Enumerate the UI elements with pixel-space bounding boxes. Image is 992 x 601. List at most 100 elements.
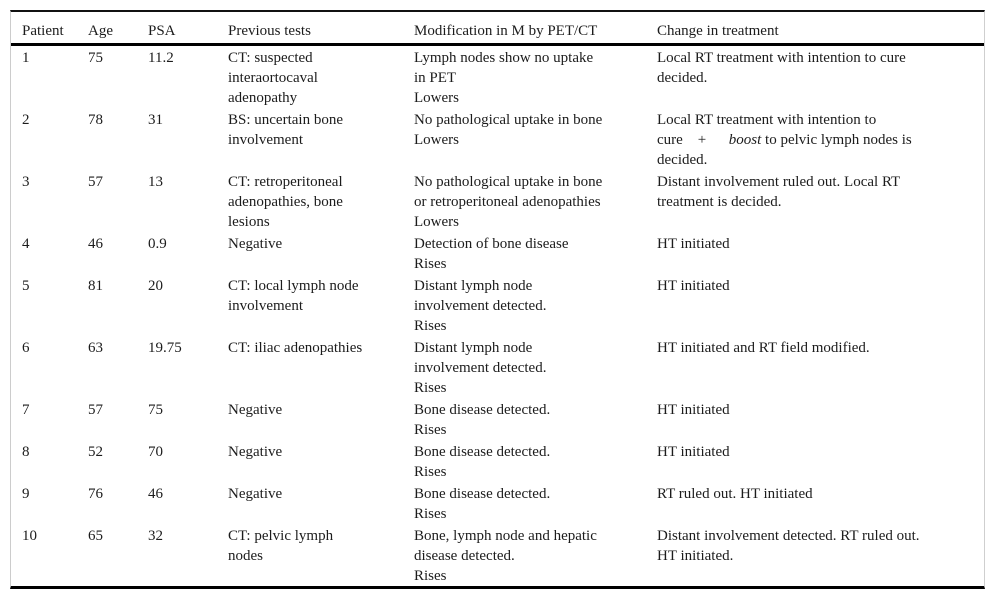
- cell-line: in PET: [414, 70, 457, 86]
- cell-psa: 70: [148, 440, 228, 482]
- cell-line: Negative: [228, 236, 283, 252]
- cell-line: Rises: [414, 568, 447, 584]
- cell-previous_tests: CT: local lymph node involvement: [228, 274, 414, 336]
- cell-line: involvement: [228, 132, 303, 148]
- cell-line: 11.2: [148, 50, 174, 66]
- cell-previous_tests: Negative: [228, 482, 414, 524]
- table-row: 2 78 31 BS: uncertain bone involvement No pat…: [11, 108, 984, 170]
- cell-age: 76: [88, 482, 148, 524]
- cell-line: Local RT treatment with intention to: [657, 112, 877, 128]
- cell-age: 57: [88, 170, 148, 232]
- cell-line: CT: suspected: [228, 50, 313, 66]
- cell-patient: 4: [11, 232, 88, 274]
- cell-line: HT initiated and RT field modified.: [657, 340, 870, 356]
- cell-age: 57: [88, 398, 148, 440]
- cell-line: CT: local lymph node: [228, 278, 359, 294]
- cell-line: involvement detected.: [414, 360, 547, 376]
- cell-line: 0.9: [148, 236, 167, 252]
- cell-treatment: HT initiated and RT field modified.: [657, 336, 984, 398]
- cell-line: Rises: [414, 318, 447, 334]
- cell-line: 20: [148, 278, 163, 294]
- cell-age: 78: [88, 108, 148, 170]
- cell-modification: No pathological uptake in bone or retrope…: [414, 170, 657, 232]
- cell-line: Rises: [414, 380, 447, 396]
- cell-line: involvement detected.: [414, 298, 547, 314]
- cell-line: decided.: [657, 70, 708, 86]
- cell-line: 81: [88, 278, 103, 294]
- cell-line: Distant lymph node: [414, 340, 533, 356]
- cell-line: Rises: [414, 422, 447, 438]
- cell-line: Rises: [414, 256, 447, 272]
- table-row: 8 52 70 Negative Bone disease detected. Rises…: [11, 440, 984, 482]
- cell-previous_tests: CT: pelvic lymph nodes: [228, 524, 414, 586]
- cell-line: 8: [22, 444, 30, 460]
- column-header-modification: Modification in M by PET/CT: [414, 12, 657, 46]
- cell-age: 65: [88, 524, 148, 586]
- table-row: 3 57 13 CT: retroperitoneal adenopathies, bo…: [11, 170, 984, 232]
- cell-line: adenopathies, bone: [228, 194, 343, 210]
- cell-modification: Detection of bone disease Rises: [414, 232, 657, 274]
- cell-patient: 1: [11, 45, 88, 109]
- cell-treatment: HT initiated: [657, 398, 984, 440]
- cell-psa: 75: [148, 398, 228, 440]
- cell-modification: No pathological uptake in bone Lowers: [414, 108, 657, 170]
- cell-line: 19.75: [148, 340, 182, 356]
- cell-previous_tests: Negative: [228, 440, 414, 482]
- cell-modification: Bone, lymph node and hepatic disease dete…: [414, 524, 657, 586]
- cell-line: HT initiated.: [657, 548, 734, 564]
- cell-line: 3: [22, 174, 30, 190]
- cell-line: Distant involvement ruled out. Local RT: [657, 174, 901, 190]
- table-row: 7 57 75 Negative Bone disease detected. Rises…: [11, 398, 984, 440]
- cell-line: CT: pelvic lymph: [228, 528, 334, 544]
- cell-line: adenopathy: [228, 90, 298, 106]
- cell-patient: 9: [11, 482, 88, 524]
- cell-line: 63: [88, 340, 103, 356]
- cell-line: Lowers: [414, 90, 459, 106]
- cell-previous_tests: BS: uncertain bone involvement: [228, 108, 414, 170]
- cell-line: Negative: [228, 444, 283, 460]
- cell-line: Rises: [414, 464, 447, 480]
- cell-treatment: Local RT treatment with intention to cur…: [657, 45, 984, 109]
- cell-previous_tests: Negative: [228, 398, 414, 440]
- cell-line: Negative: [228, 486, 283, 502]
- cell-line: 2: [22, 112, 30, 128]
- table-row: 10 65 32 CT: pelvic lymph nodes Bone, lymph n…: [11, 524, 984, 586]
- cell-patient: 5: [11, 274, 88, 336]
- cell-psa: 0.9: [148, 232, 228, 274]
- cell-line: 6: [22, 340, 30, 356]
- cell-line: 75: [148, 402, 163, 418]
- cell-line: 52: [88, 444, 103, 460]
- column-header-treatment: Change in treatment: [657, 12, 984, 46]
- cell-line: 32: [148, 528, 163, 544]
- cell-line: 78: [88, 112, 103, 128]
- cell-treatment: HT initiated: [657, 440, 984, 482]
- cell-line: nodes: [228, 548, 263, 564]
- cell-modification: Distant lymph node involvement detected. R…: [414, 274, 657, 336]
- table-body: 1 75 11.2 CT: suspected interaortocaval adeno…: [11, 45, 984, 587]
- cell-previous_tests: CT: suspected interaortocaval adenopathy: [228, 45, 414, 109]
- cell-line: Bone, lymph node and hepatic: [414, 528, 597, 544]
- cell-age: 46: [88, 232, 148, 274]
- column-header-patient: Patient: [11, 12, 88, 46]
- cell-line: Distant lymph node: [414, 278, 533, 294]
- cell-patient: 6: [11, 336, 88, 398]
- cell-line: No pathological uptake in bone: [414, 112, 603, 128]
- cell-previous_tests: CT: iliac adenopathies: [228, 336, 414, 398]
- cell-patient: 2: [11, 108, 88, 170]
- cell-treatment: Local RT treatment with intention to cure…: [657, 108, 984, 170]
- cell-line: 10: [22, 528, 37, 544]
- cell-patient: 8: [11, 440, 88, 482]
- cell-line: disease detected.: [414, 548, 515, 564]
- cell-line: HT initiated: [657, 236, 730, 252]
- cell-line: HT initiated: [657, 278, 730, 294]
- cell-line: Local RT treatment with intention to cur…: [657, 50, 906, 66]
- cell-line: RT ruled out. HT initiated: [657, 486, 813, 502]
- cell-line: cure + boost to pelvic lymph nodes is: [657, 132, 912, 148]
- cell-line: treatment is decided.: [657, 194, 782, 210]
- column-header-age: Age: [88, 12, 148, 46]
- cell-age: 81: [88, 274, 148, 336]
- cell-line: or retroperitoneal adenopathies: [414, 194, 601, 210]
- cell-line: 46: [88, 236, 103, 252]
- cell-psa: 20: [148, 274, 228, 336]
- cell-line: lesions: [228, 214, 270, 230]
